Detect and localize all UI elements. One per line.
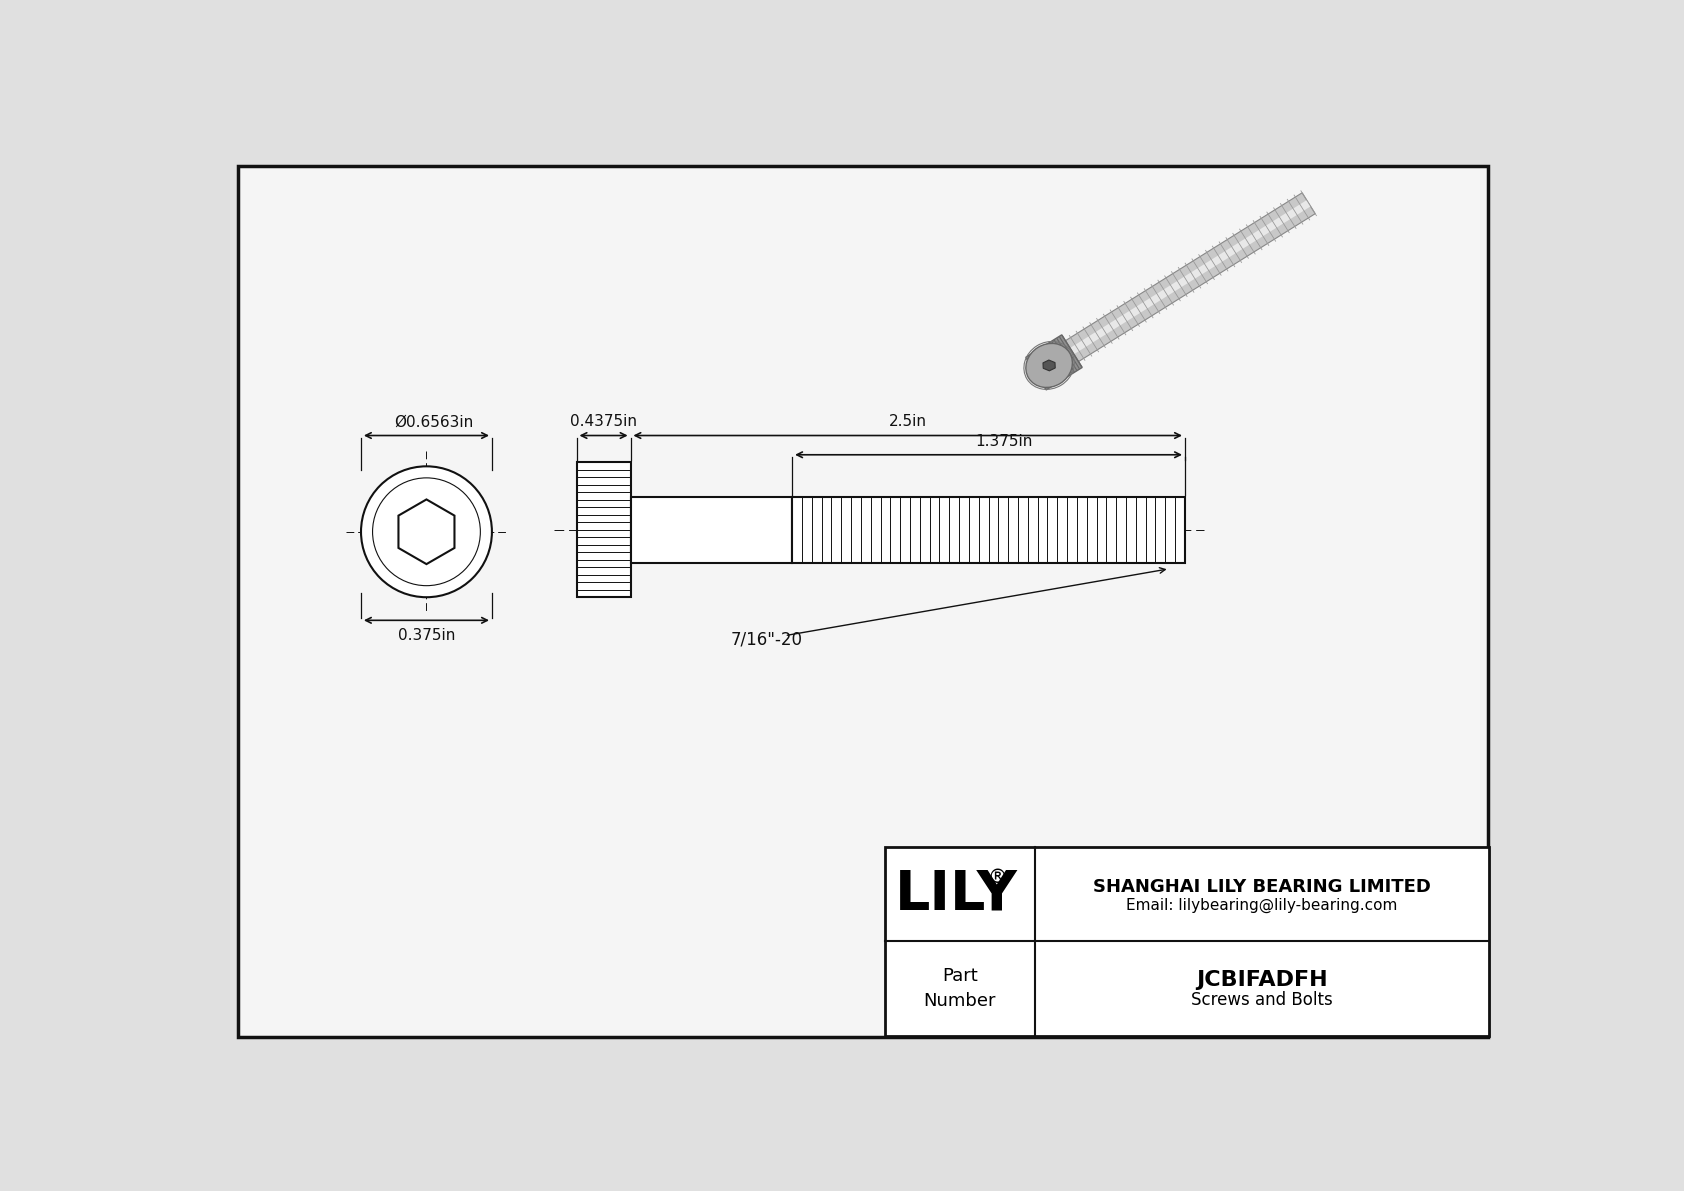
Text: 7/16"-20: 7/16"-20 (731, 630, 803, 649)
Text: 0.4375in: 0.4375in (571, 414, 637, 430)
Text: Screws and Bolts: Screws and Bolts (1191, 991, 1332, 1009)
Text: LILY: LILY (894, 867, 1017, 922)
Text: ®: ® (987, 868, 1007, 887)
Text: Part
Number: Part Number (923, 967, 995, 1010)
Polygon shape (1068, 200, 1310, 355)
Text: Ø0.6563in: Ø0.6563in (394, 414, 473, 430)
Circle shape (360, 467, 492, 597)
Text: Email: lilybearing@lily-bearing.com: Email: lilybearing@lily-bearing.com (1127, 898, 1398, 912)
Text: 1.375in: 1.375in (975, 434, 1032, 449)
Bar (884, 848, 1489, 1036)
Polygon shape (399, 499, 455, 565)
Polygon shape (1064, 193, 1315, 362)
Text: 0.375in: 0.375in (397, 628, 455, 643)
Polygon shape (1042, 360, 1056, 370)
Bar (576, 462, 630, 597)
Circle shape (372, 478, 480, 586)
Ellipse shape (1026, 343, 1073, 387)
Text: JCBIFADFH: JCBIFADFH (1196, 969, 1327, 990)
Polygon shape (1026, 335, 1083, 389)
Bar (630, 497, 791, 562)
Text: SHANGHAI LILY BEARING LIMITED: SHANGHAI LILY BEARING LIMITED (1093, 878, 1431, 896)
Bar (791, 497, 1186, 562)
Text: 2.5in: 2.5in (889, 414, 926, 430)
